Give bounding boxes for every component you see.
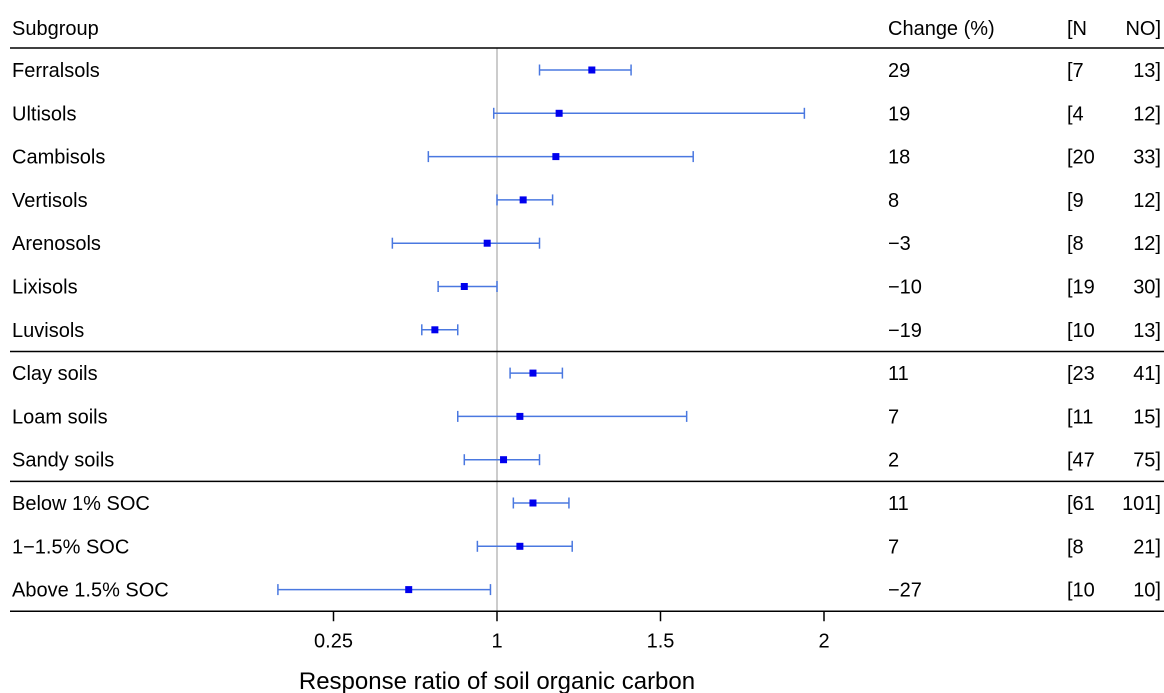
row-n: [4 [1067, 103, 1084, 125]
row-no: 33] [1133, 147, 1161, 169]
header-subgroup: Subgroup [12, 18, 99, 40]
point-estimate [516, 412, 524, 420]
row-n: [8 [1067, 233, 1084, 255]
point-estimate [516, 542, 524, 550]
point-estimate [529, 369, 537, 377]
row-n: [10 [1067, 580, 1095, 602]
row-n: [7 [1067, 60, 1084, 82]
point-estimate [588, 66, 596, 74]
row-label: Cambisols [12, 147, 105, 169]
header-change: Change (%) [888, 18, 995, 40]
row-n: [47 [1067, 450, 1095, 472]
x-tick-label: 2 [818, 630, 829, 652]
row-n: [11 [1067, 406, 1093, 428]
row-no: 101] [1122, 493, 1161, 515]
row-change: 7 [888, 536, 899, 558]
row-no: 10] [1133, 580, 1161, 602]
point-estimate [431, 326, 439, 334]
row-change: 29 [888, 60, 910, 82]
row-no: 30] [1133, 277, 1161, 299]
row-change: 7 [888, 406, 899, 428]
row-no: 12] [1133, 103, 1161, 125]
row-no: 75] [1133, 450, 1161, 472]
x-tick-label: 1 [491, 630, 502, 652]
x-tick-label: 1.5 [647, 630, 675, 652]
row-label: Loam soils [12, 406, 108, 428]
point-estimate [555, 109, 563, 117]
row-label: Luvisols [12, 320, 84, 342]
row-no: 15] [1133, 406, 1161, 428]
row-n: [61 [1067, 493, 1095, 515]
row-n: [20 [1067, 147, 1095, 169]
point-estimate [483, 239, 491, 247]
plot-lines [10, 47, 1164, 622]
point-estimate [500, 456, 508, 464]
row-no: 41] [1133, 363, 1161, 385]
point-estimate [460, 283, 468, 290]
row-change: −3 [888, 233, 911, 255]
row-change: 8 [888, 190, 899, 212]
header-no: NO] [1125, 18, 1161, 40]
row-n: [8 [1067, 536, 1084, 558]
row-change: −10 [888, 277, 922, 299]
x-tick-label: 0.25 [314, 630, 353, 652]
row-label: Above 1.5% SOC [12, 580, 169, 602]
header-n: [N [1067, 18, 1087, 40]
row-change: 19 [888, 103, 910, 125]
row-label: Ferralsols [12, 60, 100, 82]
row-no: 12] [1133, 190, 1161, 212]
point-estimate [552, 153, 560, 161]
row-no: 21] [1133, 536, 1161, 558]
point-estimate [405, 586, 413, 594]
row-label: 1−1.5% SOC [12, 536, 129, 558]
row-label: Arenosols [12, 233, 101, 255]
row-change: 11 [888, 493, 909, 515]
row-n: [19 [1067, 277, 1095, 299]
row-change: 18 [888, 147, 910, 169]
row-change: −19 [888, 320, 922, 342]
row-change: 11 [888, 363, 909, 385]
row-change: −27 [888, 580, 922, 602]
x-axis-label: Response ratio of soil organic carbon [299, 668, 695, 693]
point-estimate [529, 499, 537, 507]
row-label: Below 1% SOC [12, 493, 150, 515]
row-no: 12] [1133, 233, 1161, 255]
row-label: Sandy soils [12, 450, 114, 472]
row-n: [9 [1067, 190, 1084, 212]
row-change: 2 [888, 450, 899, 472]
row-no: 13] [1133, 60, 1161, 82]
row-no: 13] [1133, 320, 1161, 342]
row-label: Vertisols [12, 190, 88, 212]
plot-text: Ferralsols 29 [7 13] Ultisols 19 [4 12] Cambisol… [12, 60, 1161, 652]
point-estimate [519, 196, 527, 204]
row-label: Ultisols [12, 103, 76, 125]
row-label: Lixisols [12, 277, 78, 299]
row-n: [23 [1067, 363, 1095, 385]
plot-marks [277, 64, 806, 596]
row-label: Clay soils [12, 363, 98, 385]
row-n: [10 [1067, 320, 1095, 342]
